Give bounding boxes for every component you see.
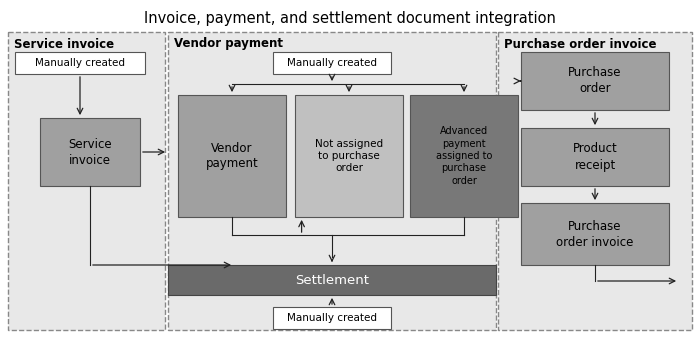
Text: Advanced
payment
assigned to
purchase
order: Advanced payment assigned to purchase or…	[436, 126, 492, 186]
Text: Service
invoice: Service invoice	[68, 138, 112, 166]
Text: Vendor payment: Vendor payment	[174, 37, 283, 51]
Bar	[521, 128, 669, 186]
Bar	[15, 52, 145, 74]
Bar	[410, 95, 518, 217]
Text: Service invoice: Service invoice	[14, 37, 114, 51]
Text: Not assigned
to purchase
order: Not assigned to purchase order	[315, 139, 383, 173]
Text: Purchase
order: Purchase order	[568, 66, 622, 96]
Text: Settlement: Settlement	[295, 273, 369, 287]
Text: Purchase order invoice: Purchase order invoice	[504, 37, 657, 51]
Text: Manually created: Manually created	[287, 58, 377, 68]
Bar	[168, 265, 496, 295]
Text: Vendor
payment: Vendor payment	[206, 141, 258, 171]
Bar	[178, 95, 286, 217]
Bar	[295, 95, 403, 217]
Text: Purchase
order invoice: Purchase order invoice	[556, 219, 634, 248]
Text: Product
receipt: Product receipt	[573, 142, 617, 172]
Bar	[273, 52, 391, 74]
Bar	[168, 32, 496, 330]
Bar	[273, 307, 391, 329]
Bar	[498, 32, 692, 330]
Text: Manually created: Manually created	[35, 58, 125, 68]
Bar	[40, 118, 140, 186]
Bar	[8, 32, 165, 330]
Bar	[521, 52, 669, 110]
Text: Manually created: Manually created	[287, 313, 377, 323]
Text: Invoice, payment, and settlement document integration: Invoice, payment, and settlement documen…	[144, 11, 556, 25]
Bar	[521, 203, 669, 265]
